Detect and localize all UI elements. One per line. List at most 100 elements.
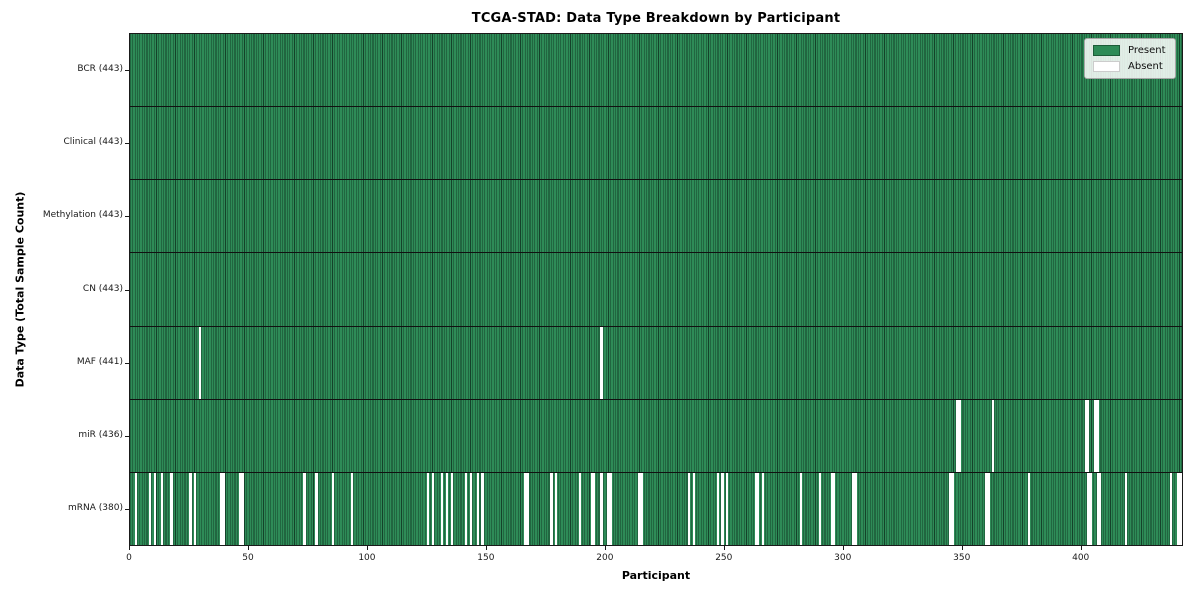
absent-stripe [1087,472,1092,545]
absent-stripe [992,399,995,472]
absent-stripe [1125,472,1128,545]
chart-title: TCGA-STAD: Data Type Breakdown by Partic… [471,11,841,26]
plot-area [129,33,1183,546]
absent-stripe [170,472,173,545]
absent-stripe [476,472,480,545]
row-methylation [130,180,1182,254]
absent-stripe [331,472,335,545]
y-tick-label-mrna: mRNA (380) [68,503,123,514]
absent-stripe [198,326,202,399]
absent-stripe [426,472,430,545]
absent-stripe [189,472,192,545]
x-tick-mark [1080,546,1082,550]
x-tick-label: 350 [953,553,971,563]
y-tick-mark [125,216,129,218]
x-tick-label: 150 [477,553,495,563]
absent-stripe [692,472,696,545]
y-tick-label-methylation: Methylation (443) [42,210,123,221]
absent-stripe [481,472,484,545]
legend: Present Absent [1084,38,1176,79]
absent-stripe [638,472,643,545]
y-tick-label-maf: MAF (441) [76,356,123,367]
x-tick-label: 300 [834,553,852,563]
row-cn [130,253,1182,327]
absent-stripe [315,472,318,545]
absent-stripe [134,472,138,545]
x-tick-mark [723,546,725,550]
x-tick-label: 250 [715,553,733,563]
absent-stripe [818,472,822,545]
x-tick-label: 50 [242,553,254,563]
y-tick-mark [125,362,129,364]
absent-stripe [160,472,164,545]
y-tick-label-cn: CN (443) [82,283,123,294]
absent-stripe [1084,399,1090,472]
absent-stripe [578,472,582,545]
x-tick-mark [604,546,606,550]
x-tick-mark [485,546,487,550]
absent-stripe [464,472,468,545]
absent-stripe [688,472,691,545]
row-mrna [130,472,1182,545]
absent-stripe [303,472,306,545]
x-tick-label: 100 [358,553,376,563]
x-axis-title: Participant [621,569,691,582]
x-tick-label: 400 [1072,553,1090,563]
legend-label: Present [1128,45,1166,56]
absent-stripe [761,472,765,545]
y-tick-label-clinical: Clinical (443) [63,136,123,147]
absent-stripe [1170,472,1173,545]
absent-stripe [984,472,990,545]
legend-swatch-present [1093,45,1120,56]
y-tick-mark [125,69,129,71]
absent-stripe [721,472,724,545]
y-tick-mark [125,289,129,291]
absent-stripe [450,472,453,545]
absent-stripe [1096,472,1102,545]
x-tick-label: 200 [596,553,614,563]
x-tick-label: 0 [126,553,132,563]
absent-stripe [445,472,449,545]
absent-stripe [956,399,962,472]
absent-stripe [431,472,434,545]
legend-entry-absent: Absent [1093,61,1167,72]
row-mir [130,399,1182,473]
absent-stripe [220,472,225,545]
absent-stripe [153,472,157,545]
absent-stripe [148,472,152,545]
absent-stripe [1177,472,1182,545]
x-tick-mark [842,546,844,550]
legend-entry-present: Present [1093,45,1167,56]
absent-stripe [555,472,558,545]
y-tick-mark [125,509,129,511]
absent-stripe [1027,472,1030,545]
absent-stripe [590,472,596,545]
absent-stripe [469,472,472,545]
x-tick-mark [129,546,130,550]
absent-stripe [239,472,244,545]
legend-swatch-absent [1093,61,1120,72]
absent-stripe [726,472,729,545]
absent-stripe [441,472,444,545]
legend-label: Absent [1128,61,1163,72]
y-tick-mark [125,436,129,438]
absent-stripe [716,472,719,545]
x-tick-mark [961,546,963,550]
row-clinical [130,107,1182,181]
x-tick-mark [366,546,368,550]
y-tick-label-bcr: BCR (443) [77,63,123,74]
y-tick-label-mir: miR (436) [78,430,123,441]
absent-stripe [607,472,613,545]
x-tick-mark [247,546,249,550]
absent-stripe [600,326,603,399]
absent-stripe [754,472,760,545]
absent-stripe [851,472,857,545]
absent-stripe [830,472,836,545]
row-bcr [130,34,1182,108]
absent-stripe [799,472,803,545]
absent-stripe [194,472,197,545]
y-tick-mark [125,142,129,144]
absent-stripe [949,472,954,545]
absent-stripe [550,472,553,545]
